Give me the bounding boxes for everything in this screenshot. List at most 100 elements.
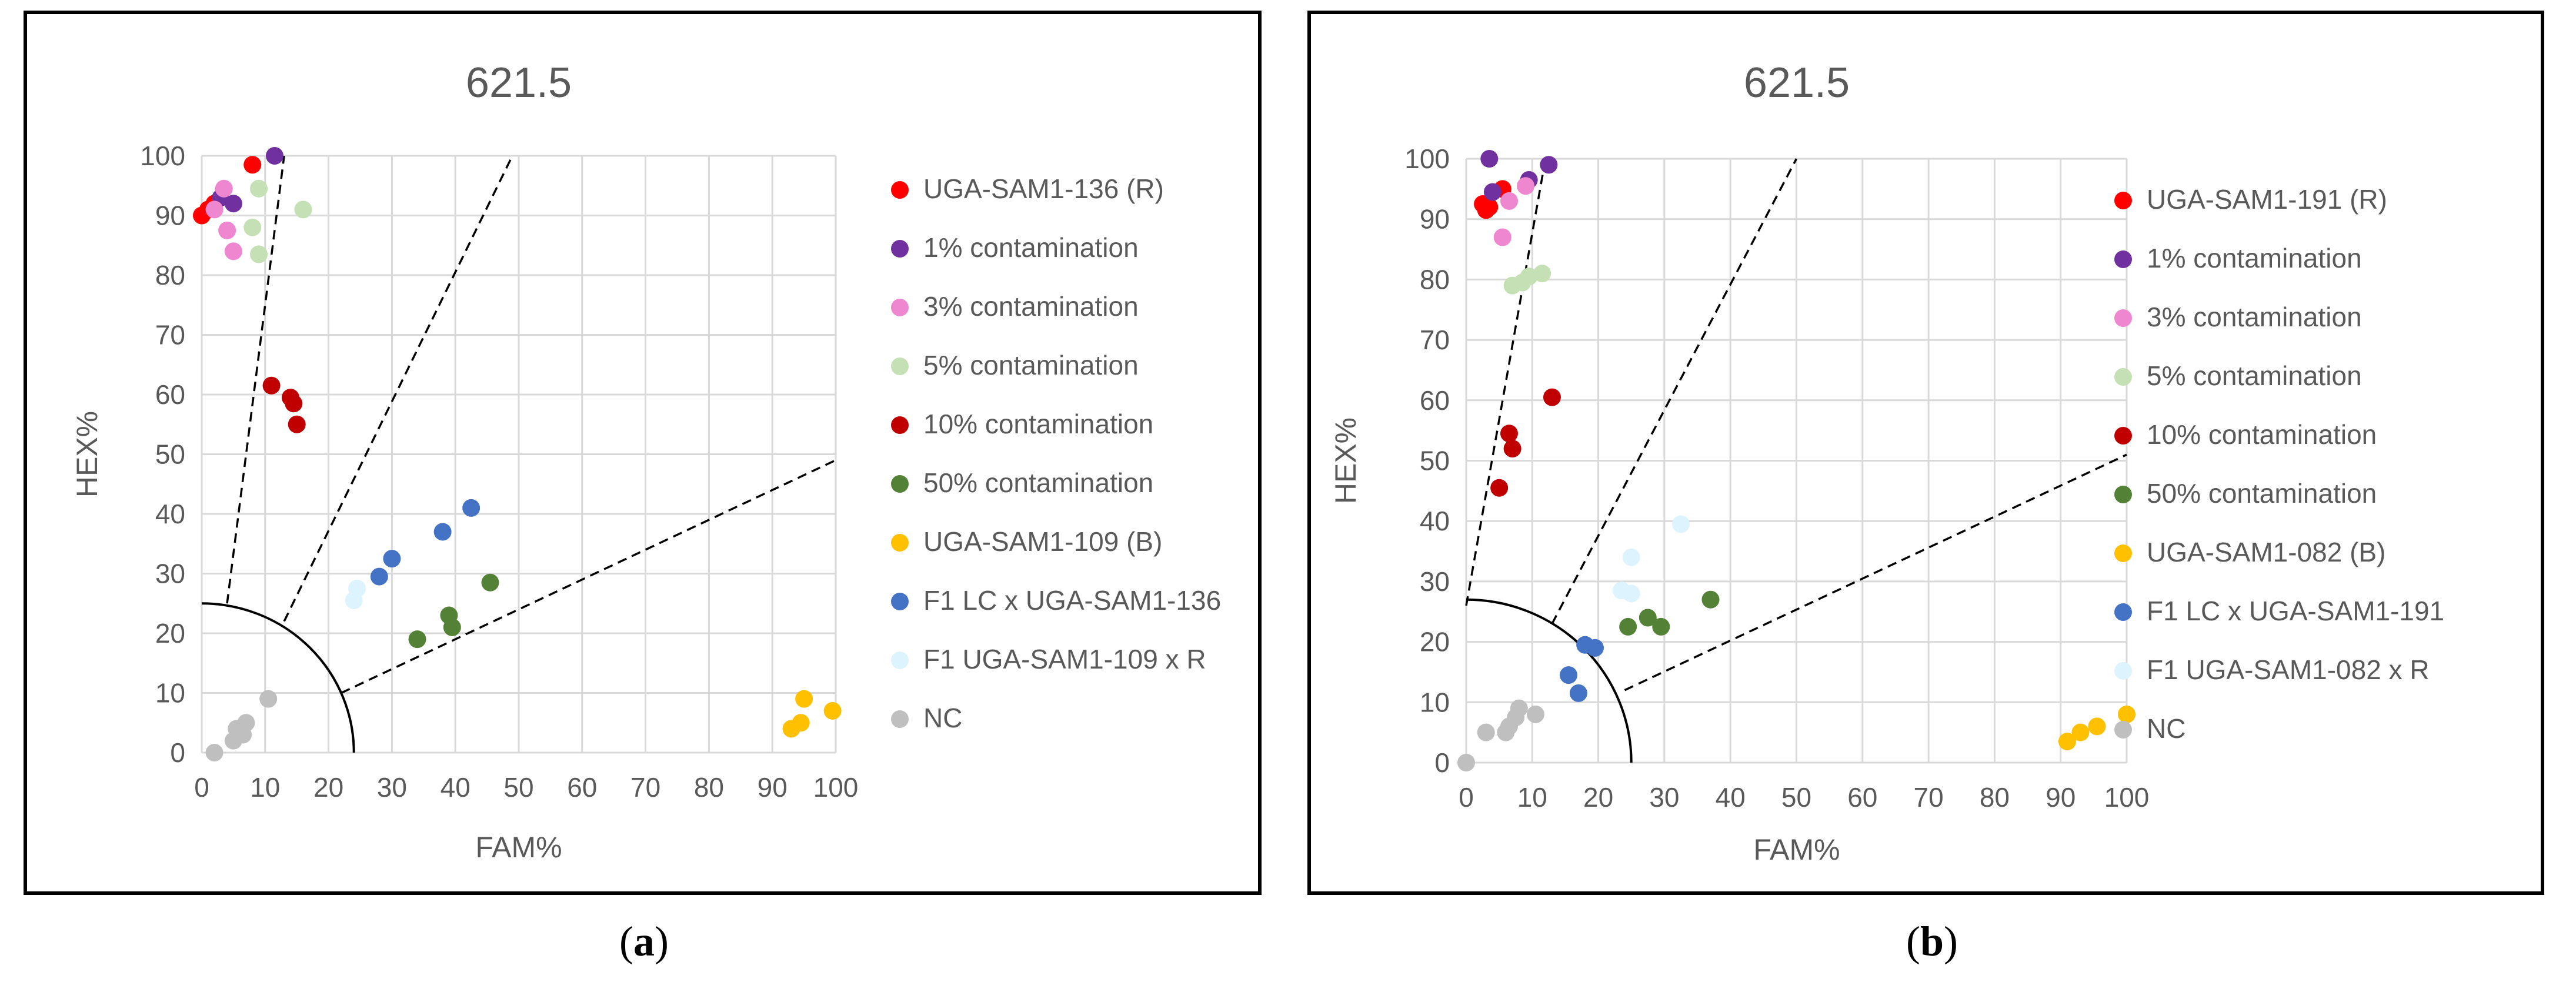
y-tick-label: 50 <box>155 439 185 470</box>
guide-dashed-line <box>226 155 285 604</box>
guide-arc <box>201 602 355 753</box>
x-tick-label: 40 <box>441 772 471 803</box>
data-point-5-contamination <box>294 201 312 219</box>
data-point-1-contamination <box>265 147 283 165</box>
guide-dashed-line <box>283 155 513 622</box>
y-tick-label: 70 <box>1420 325 1450 355</box>
legend-marker-3-contamination <box>2114 309 2132 327</box>
data-point-nc <box>1510 699 1528 717</box>
guide-dashed-line <box>1465 158 1547 606</box>
y-tick-label: 20 <box>1420 627 1450 657</box>
data-point-50-contamination <box>1701 590 1720 609</box>
legend-label-uga-sam1-109-b: UGA-SAM1-109 (B) <box>923 526 1162 557</box>
legend-marker-10-contamination <box>2114 427 2132 445</box>
x-tick-label: 90 <box>2046 782 2076 813</box>
data-point-nc <box>1526 705 1544 723</box>
legend-marker-uga-sam1-109-b <box>891 534 909 552</box>
x-tick-label: 100 <box>813 772 859 803</box>
y-tick-label: 100 <box>1404 143 1450 174</box>
legend-marker-nc <box>891 710 909 728</box>
panel-a: 0 10 20 30 40 50 60 70 80 90 100 0 10 20 30 40 50 60 70 80 9… <box>24 11 1262 965</box>
y-tick-label: 90 <box>155 201 185 231</box>
y-tick-label: 20 <box>155 618 185 649</box>
data-point-10-contamination <box>262 376 281 395</box>
data-point-uga-sam1-109-b <box>795 690 813 708</box>
y-tick-label: 10 <box>1420 687 1450 717</box>
panel-label-a: (a) <box>619 918 669 965</box>
y-tick-label: 0 <box>170 737 185 768</box>
data-point-50-contamination <box>481 573 499 592</box>
y-tick-label: 70 <box>155 320 185 350</box>
data-point-10-contamination <box>1503 439 1521 457</box>
data-point-50-contamination <box>408 630 426 649</box>
legend-marker-f1-lc-x-uga-sam1-136 <box>891 593 909 610</box>
legend-label-5-contamination: 5% contamination <box>923 350 1139 380</box>
data-point-10-contamination <box>1500 425 1518 443</box>
x-tick-label: 40 <box>1716 782 1746 813</box>
y-tick-label: 0 <box>1434 747 1450 778</box>
chart-title-a: 621.5 <box>466 59 572 106</box>
panel-label-b: (b) <box>1906 918 1958 965</box>
scatter-chart-a: 0 10 20 30 40 50 60 70 80 90 100 0 10 20 30 40 50 60 70 80 9… <box>71 59 1221 864</box>
data-point-f1-lc-x-uga-sam1-191 <box>1560 666 1578 684</box>
legend-marker-f1-uga-sam1-082-x-r <box>2114 662 2132 680</box>
legend-label-1-contamination: 1% contamination <box>2147 243 2362 273</box>
x-tick-label: 50 <box>503 772 533 803</box>
data-point-nc <box>237 714 255 732</box>
data-point-nc <box>205 744 223 761</box>
data-point-5-contamination <box>243 218 262 236</box>
data-point-uga-sam1-082-b <box>2058 733 2076 751</box>
data-point-f1-lc-x-uga-sam1-136 <box>433 523 452 541</box>
data-point-50-contamination <box>1639 609 1657 627</box>
y-tick-label: 60 <box>155 379 185 410</box>
y-tick-label: 30 <box>155 559 185 589</box>
data-point-nc <box>259 690 278 708</box>
y-tick-label: 80 <box>155 260 185 290</box>
data-point-f1-uga-sam1-082-x-r <box>1622 548 1640 566</box>
data-point-5-contamination <box>1533 265 1551 283</box>
data-point-50-contamination <box>1652 617 1670 636</box>
x-tick-label: 80 <box>1980 782 2010 813</box>
scatter-chart-b: 0 10 20 30 40 50 60 70 80 90 100 0 10 20 30 40 50 60 70 80 9… <box>1329 59 2444 866</box>
data-point-f1-uga-sam1-082-x-r <box>1671 515 1690 533</box>
y-tick-label: 90 <box>1420 204 1450 235</box>
legend-marker-nc <box>2114 721 2132 739</box>
y-tick-label: 40 <box>155 499 185 529</box>
data-point-5-contamination <box>1520 268 1538 286</box>
x-tick-label: 70 <box>1914 782 1944 813</box>
y-tick-label: 40 <box>1420 506 1450 536</box>
data-point-3-contamination <box>218 221 236 239</box>
x-tick-label: 0 <box>1459 782 1474 813</box>
legend-marker-10-contamination <box>891 416 909 434</box>
data-point-nc <box>1457 754 1475 771</box>
data-point-3-contamination <box>1500 192 1518 210</box>
x-tick-label: 10 <box>250 772 280 803</box>
y-tick-label: 100 <box>140 141 185 171</box>
y-axis-label-a: HEX% <box>71 411 104 497</box>
data-point-1-contamination <box>224 195 242 213</box>
legend-marker-uga-sam1-191-r <box>2114 192 2132 209</box>
data-point-3-contamination <box>205 201 223 219</box>
data-point-10-contamination <box>1490 479 1509 497</box>
data-point-1-contamination <box>1483 183 1501 201</box>
x-axis-label-a: FAM% <box>475 831 562 864</box>
legend-label-f1-lc-x-uga-sam1-136: F1 LC x UGA-SAM1-136 <box>923 585 1221 616</box>
legend-label-50-contamination: 50% contamination <box>2147 478 2377 509</box>
x-tick-label: 10 <box>1517 782 1547 813</box>
legend-label-f1-uga-sam1-109-x-r: F1 UGA-SAM1-109 x R <box>923 644 1206 674</box>
data-point-f1-lc-x-uga-sam1-136 <box>370 567 388 586</box>
data-point-3-contamination <box>1517 177 1535 195</box>
legend-marker-uga-sam1-082-b <box>2114 544 2132 562</box>
x-tick-label: 50 <box>1781 782 1811 813</box>
x-tick-label: 20 <box>1583 782 1613 813</box>
legend-label-uga-sam1-191-r: UGA-SAM1-191 (R) <box>2147 184 2387 215</box>
legend-marker-uga-sam1-136-r <box>891 181 909 199</box>
data-point-3-contamination <box>215 179 233 198</box>
x-axis-label-b: FAM% <box>1753 833 1840 866</box>
legend-marker-1-contamination <box>2114 250 2132 268</box>
legend-label-3-contamination: 3% contamination <box>923 291 1139 322</box>
legend-marker-5-contamination <box>2114 368 2132 386</box>
guide-dashed-line <box>341 459 836 694</box>
x-tick-label: 90 <box>758 772 788 803</box>
legend-label-uga-sam1-082-b: UGA-SAM1-082 (B) <box>2147 537 2385 567</box>
